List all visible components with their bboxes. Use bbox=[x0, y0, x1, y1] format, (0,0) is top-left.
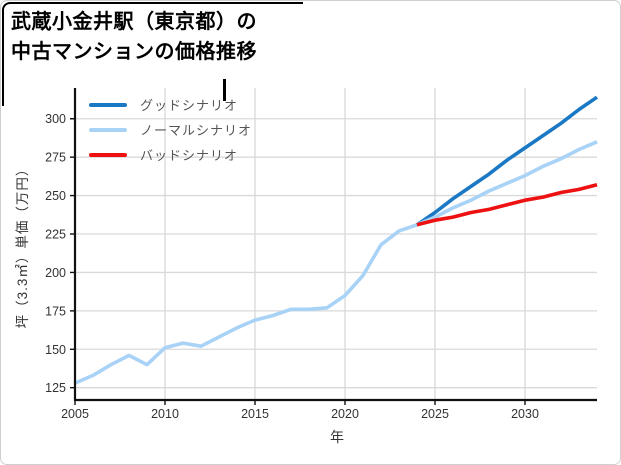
x-tick-label: 2030 bbox=[511, 407, 539, 421]
y-tick-label: 300 bbox=[45, 112, 66, 126]
legend-item-bad: バッドシナリオ bbox=[89, 142, 252, 167]
y-tick-label: 225 bbox=[45, 228, 66, 242]
chart-legend: グッドシナリオ ノーマルシナリオ バッドシナリオ bbox=[89, 92, 252, 167]
chart-title: 武蔵小金井駅（東京都）の 中古マンションの価格推移 bbox=[11, 7, 257, 67]
y-tick-label: 125 bbox=[45, 381, 66, 395]
legend-item-good: グッドシナリオ bbox=[89, 92, 252, 117]
legend-label-bad: バッドシナリオ bbox=[140, 148, 239, 163]
series-bad-scenario bbox=[416, 183, 598, 227]
y-tick-label: 250 bbox=[45, 189, 66, 203]
x-axis-label: 年 bbox=[330, 429, 344, 445]
series-normal-scenario bbox=[416, 140, 598, 227]
x-tick-label: 2020 bbox=[331, 407, 359, 421]
y-tick-label: 200 bbox=[45, 266, 66, 280]
y-axis-label: 坪（3.3㎡）単価（万円） bbox=[15, 161, 30, 329]
normal-scenario-line-icon bbox=[89, 127, 127, 132]
x-tick-label: 2025 bbox=[421, 407, 449, 421]
chart-title-line1: 武蔵小金井駅（東京都）の bbox=[11, 11, 257, 33]
x-tick-label: 2005 bbox=[61, 407, 89, 421]
legend-label-normal: ノーマルシナリオ bbox=[140, 123, 253, 138]
bad-scenario-line-icon bbox=[89, 152, 127, 157]
y-tick-label: 275 bbox=[45, 151, 66, 165]
series-historical bbox=[74, 223, 418, 385]
good-scenario-line-icon bbox=[89, 102, 127, 107]
y-tick-label: 175 bbox=[45, 304, 66, 318]
series-good-scenario bbox=[415, 95, 599, 227]
chart-title-line2: 中古マンションの価格推移 bbox=[11, 41, 257, 63]
caret-mark bbox=[223, 79, 226, 101]
x-tick-label: 2015 bbox=[241, 407, 269, 421]
legend-item-normal: ノーマルシナリオ bbox=[89, 117, 252, 142]
x-tick-label: 2010 bbox=[151, 407, 179, 421]
y-tick-label: 150 bbox=[45, 343, 66, 357]
legend-label-good: グッドシナリオ bbox=[140, 98, 239, 113]
